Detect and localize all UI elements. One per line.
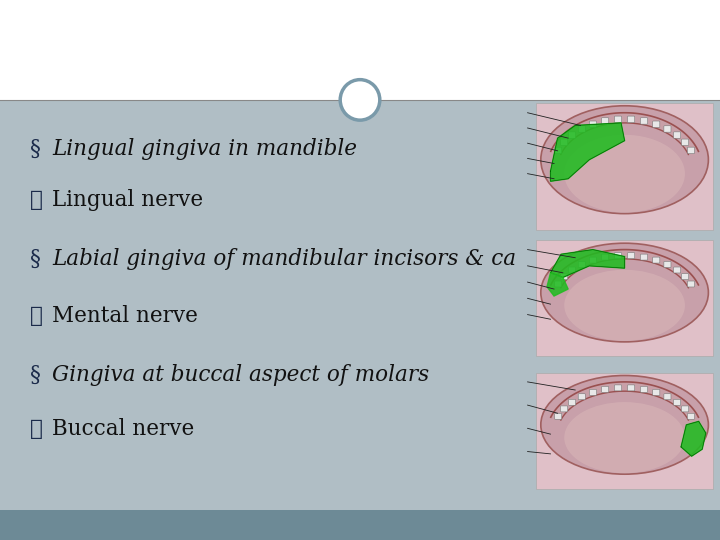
FancyBboxPatch shape: [641, 118, 647, 124]
Text: Lingual gingiva in mandible: Lingual gingiva in mandible: [52, 138, 357, 159]
Text: Labial gingiva of mandibular incisors & ca: Labial gingiva of mandibular incisors & …: [52, 248, 516, 270]
Ellipse shape: [564, 135, 685, 213]
Text: Mental nerve: Mental nerve: [52, 305, 198, 327]
FancyBboxPatch shape: [602, 254, 608, 260]
FancyBboxPatch shape: [641, 387, 647, 393]
FancyBboxPatch shape: [578, 261, 585, 267]
FancyBboxPatch shape: [628, 253, 635, 259]
FancyBboxPatch shape: [664, 126, 671, 132]
FancyBboxPatch shape: [653, 389, 660, 395]
FancyBboxPatch shape: [554, 413, 562, 419]
FancyBboxPatch shape: [688, 147, 695, 153]
FancyBboxPatch shape: [554, 281, 562, 287]
Ellipse shape: [564, 402, 685, 473]
Polygon shape: [547, 273, 568, 296]
FancyBboxPatch shape: [628, 385, 635, 391]
Text: Gingiva at buccal aspect of molars: Gingiva at buccal aspect of molars: [52, 364, 429, 386]
FancyBboxPatch shape: [569, 132, 575, 138]
FancyBboxPatch shape: [536, 103, 713, 230]
Polygon shape: [551, 123, 624, 181]
FancyBboxPatch shape: [653, 257, 660, 263]
Text: Lingual nerve: Lingual nerve: [52, 189, 203, 211]
FancyBboxPatch shape: [536, 373, 713, 489]
FancyBboxPatch shape: [0, 510, 720, 540]
FancyBboxPatch shape: [674, 399, 680, 406]
FancyBboxPatch shape: [590, 257, 596, 263]
Polygon shape: [681, 421, 706, 456]
Text: §: §: [30, 364, 41, 386]
Ellipse shape: [340, 80, 380, 120]
FancyBboxPatch shape: [561, 274, 567, 280]
FancyBboxPatch shape: [674, 267, 680, 273]
FancyBboxPatch shape: [682, 139, 688, 145]
FancyBboxPatch shape: [554, 147, 562, 153]
Polygon shape: [551, 249, 698, 288]
FancyBboxPatch shape: [688, 413, 695, 419]
Text: §: §: [30, 248, 41, 270]
FancyBboxPatch shape: [614, 116, 621, 123]
FancyBboxPatch shape: [602, 118, 608, 124]
FancyBboxPatch shape: [614, 385, 621, 391]
Text: ✓: ✓: [30, 189, 43, 211]
Text: Buccal nerve: Buccal nerve: [52, 418, 194, 440]
FancyBboxPatch shape: [0, 100, 720, 540]
FancyBboxPatch shape: [536, 240, 713, 356]
Text: ✓: ✓: [30, 418, 43, 440]
FancyBboxPatch shape: [561, 139, 567, 145]
FancyBboxPatch shape: [688, 281, 695, 287]
Polygon shape: [551, 113, 698, 154]
Polygon shape: [551, 382, 698, 420]
FancyBboxPatch shape: [674, 132, 680, 138]
Polygon shape: [551, 249, 624, 278]
FancyBboxPatch shape: [602, 387, 608, 393]
FancyBboxPatch shape: [641, 254, 647, 260]
FancyBboxPatch shape: [0, 0, 720, 100]
FancyBboxPatch shape: [682, 274, 688, 280]
FancyBboxPatch shape: [569, 267, 575, 273]
FancyBboxPatch shape: [628, 116, 635, 123]
Text: ✓: ✓: [30, 305, 43, 327]
Ellipse shape: [564, 270, 685, 341]
FancyBboxPatch shape: [590, 121, 596, 127]
FancyBboxPatch shape: [578, 394, 585, 400]
Ellipse shape: [541, 106, 708, 214]
Ellipse shape: [541, 243, 708, 342]
FancyBboxPatch shape: [561, 406, 567, 412]
FancyBboxPatch shape: [664, 261, 671, 267]
FancyBboxPatch shape: [578, 126, 585, 132]
FancyBboxPatch shape: [682, 406, 688, 412]
Ellipse shape: [541, 375, 708, 474]
FancyBboxPatch shape: [653, 121, 660, 127]
Text: §: §: [30, 138, 41, 159]
FancyBboxPatch shape: [664, 394, 671, 400]
FancyBboxPatch shape: [614, 253, 621, 259]
FancyBboxPatch shape: [590, 389, 596, 395]
FancyBboxPatch shape: [569, 399, 575, 406]
